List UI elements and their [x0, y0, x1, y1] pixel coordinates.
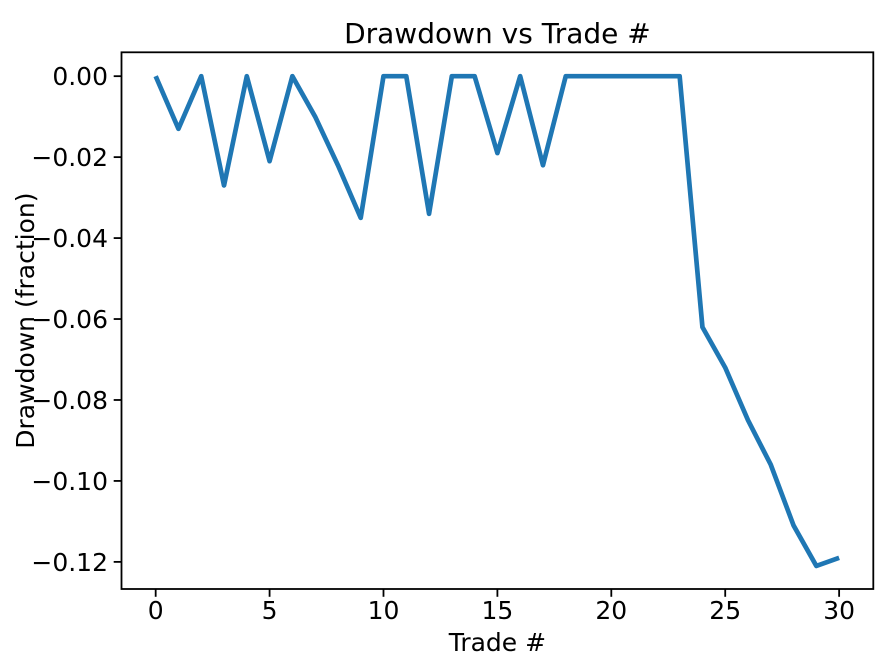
x-tick-label: 15 [481, 596, 513, 625]
x-tick-label: 30 [823, 596, 855, 625]
y-tick-label: −0.04 [31, 224, 108, 253]
x-axis-label: Trade # [448, 628, 546, 657]
y-tick-label: −0.08 [31, 386, 108, 415]
x-tick-label: 20 [595, 596, 627, 625]
x-tick-label: 10 [368, 596, 400, 625]
chart-title: Drawdown vs Trade # [344, 17, 651, 50]
y-tick-label: 0.00 [52, 62, 108, 91]
drawdown-line-series [153, 73, 840, 569]
axis-tick-marks [113, 75, 841, 597]
y-tick-label: −0.12 [31, 548, 108, 577]
y-tick-label: −0.10 [31, 467, 108, 496]
y-tick-label: −0.06 [31, 305, 108, 334]
x-tick-label: 25 [709, 596, 741, 625]
x-tick-label: 0 [148, 596, 164, 625]
axis-tick-labels: 0 5 10 15 20 25 30 0.00 −0.02 −0.04 −0.06 −0.08 −0.1… [31, 62, 855, 625]
y-axis-label: Drawdown (fraction) [11, 192, 40, 448]
x-tick-label: 5 [262, 596, 278, 625]
y-tick-label: −0.02 [31, 143, 108, 172]
